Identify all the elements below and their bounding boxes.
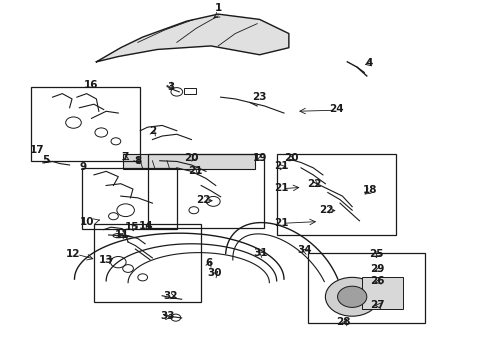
- Text: 26: 26: [370, 276, 385, 286]
- Text: 28: 28: [336, 317, 351, 327]
- Text: 4: 4: [366, 58, 373, 68]
- Text: 20: 20: [184, 153, 198, 163]
- Circle shape: [338, 286, 367, 307]
- Text: 22: 22: [307, 179, 321, 189]
- Bar: [94, 224, 201, 302]
- Text: 25: 25: [369, 249, 384, 259]
- Text: 19: 19: [252, 153, 267, 163]
- Text: 11: 11: [115, 230, 129, 240]
- Text: 33: 33: [161, 311, 175, 321]
- Text: 18: 18: [363, 185, 377, 195]
- Bar: [308, 253, 425, 323]
- Text: 9: 9: [80, 162, 87, 172]
- Bar: [277, 154, 396, 235]
- Text: 2: 2: [149, 126, 156, 136]
- Polygon shape: [97, 14, 289, 62]
- Text: 23: 23: [252, 92, 267, 102]
- Text: 13: 13: [98, 255, 113, 265]
- Text: 15: 15: [125, 222, 139, 232]
- Text: 20: 20: [285, 153, 299, 163]
- Text: 21: 21: [274, 183, 288, 193]
- Text: 34: 34: [297, 245, 312, 255]
- Text: 30: 30: [207, 268, 221, 278]
- Text: 1: 1: [215, 3, 222, 13]
- Text: 3: 3: [167, 82, 174, 92]
- Bar: [147, 154, 265, 228]
- Text: 8: 8: [134, 157, 142, 166]
- Text: 29: 29: [370, 264, 385, 274]
- Text: 21: 21: [274, 217, 288, 228]
- Text: 5: 5: [43, 155, 50, 165]
- Bar: [82, 168, 177, 229]
- Bar: [30, 86, 140, 161]
- Bar: [123, 154, 255, 168]
- Text: 16: 16: [84, 80, 99, 90]
- Bar: [362, 277, 403, 309]
- Text: 10: 10: [80, 216, 95, 226]
- Text: 17: 17: [29, 145, 44, 155]
- Text: 31: 31: [253, 248, 268, 258]
- Text: 6: 6: [205, 258, 213, 268]
- Text: 14: 14: [139, 221, 153, 231]
- Text: 22: 22: [319, 204, 334, 215]
- Circle shape: [325, 277, 379, 316]
- Text: 21: 21: [274, 161, 288, 171]
- Bar: [184, 88, 196, 94]
- Text: 7: 7: [121, 152, 128, 162]
- Text: 27: 27: [370, 300, 385, 310]
- Text: 21: 21: [188, 166, 202, 176]
- Text: 24: 24: [329, 104, 344, 114]
- Text: 12: 12: [66, 249, 81, 260]
- Text: 22: 22: [196, 195, 211, 204]
- Text: 32: 32: [164, 291, 178, 301]
